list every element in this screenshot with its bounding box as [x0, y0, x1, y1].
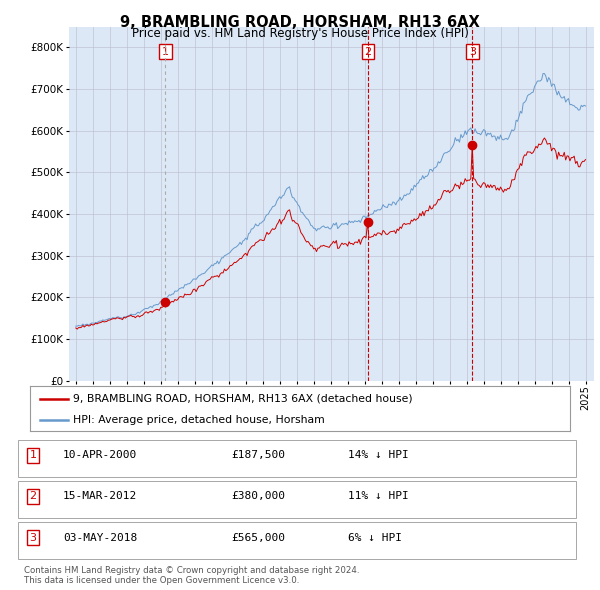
Text: £565,000: £565,000 [231, 533, 285, 543]
Text: 9, BRAMBLING ROAD, HORSHAM, RH13 6AX (detached house): 9, BRAMBLING ROAD, HORSHAM, RH13 6AX (de… [73, 394, 413, 404]
Text: Price paid vs. HM Land Registry's House Price Index (HPI): Price paid vs. HM Land Registry's House … [131, 27, 469, 40]
Text: 10-APR-2000: 10-APR-2000 [63, 450, 137, 460]
Text: 1: 1 [162, 47, 169, 57]
Text: £380,000: £380,000 [231, 491, 285, 502]
Text: HPI: Average price, detached house, Horsham: HPI: Average price, detached house, Hors… [73, 415, 325, 425]
Text: 03-MAY-2018: 03-MAY-2018 [63, 533, 137, 543]
Text: 3: 3 [469, 47, 476, 57]
Text: 1: 1 [29, 450, 37, 460]
Text: 11% ↓ HPI: 11% ↓ HPI [348, 491, 409, 502]
Text: 6% ↓ HPI: 6% ↓ HPI [348, 533, 402, 543]
Text: 2: 2 [29, 491, 37, 502]
Text: 3: 3 [29, 533, 37, 543]
Text: Contains HM Land Registry data © Crown copyright and database right 2024.
This d: Contains HM Land Registry data © Crown c… [24, 566, 359, 585]
Text: 2: 2 [365, 47, 371, 57]
Text: 14% ↓ HPI: 14% ↓ HPI [348, 450, 409, 460]
Text: 9, BRAMBLING ROAD, HORSHAM, RH13 6AX: 9, BRAMBLING ROAD, HORSHAM, RH13 6AX [120, 15, 480, 30]
Text: 15-MAR-2012: 15-MAR-2012 [63, 491, 137, 502]
Text: £187,500: £187,500 [231, 450, 285, 460]
